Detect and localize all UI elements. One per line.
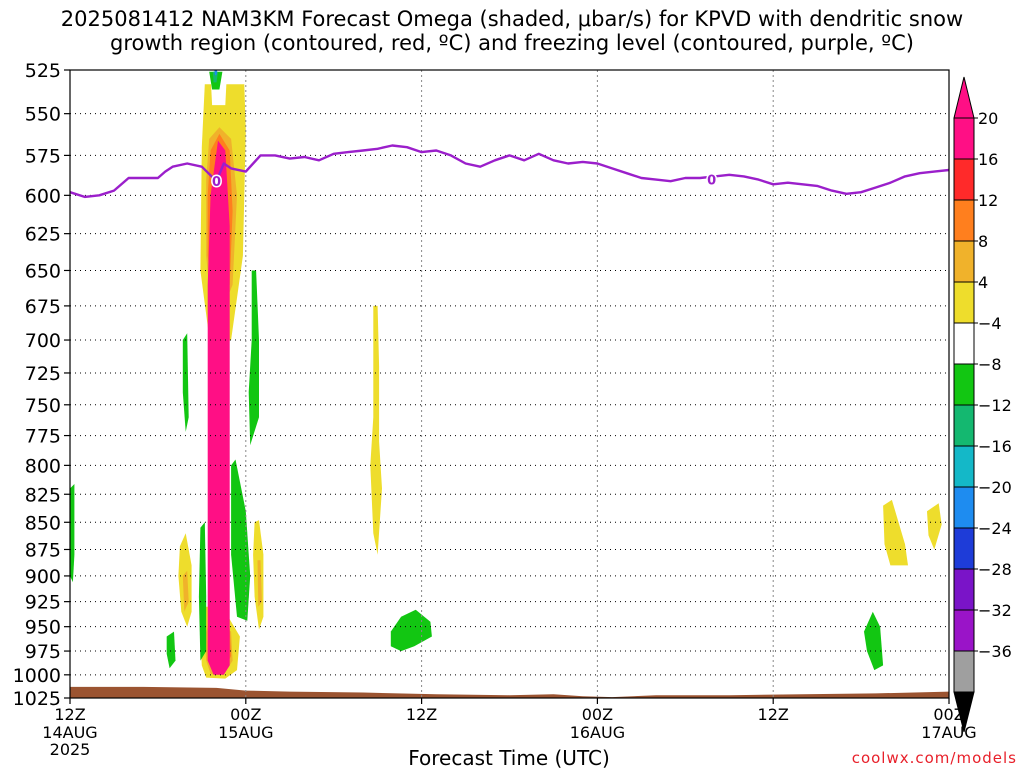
- y-tick-label: 1025: [13, 688, 61, 710]
- colorbar-label: −20: [978, 478, 1012, 497]
- y-axis: 525 550 575 600 625 650 675 700 725 750 775 800 825 8…: [13, 60, 70, 710]
- omega-region: [70, 484, 75, 583]
- omega-region: [198, 522, 207, 661]
- y-tick-label: 950: [25, 617, 61, 639]
- y-tick-label: 700: [25, 330, 61, 352]
- x-axis-title: Forecast Time (UTC): [408, 746, 610, 768]
- omega-region: [864, 611, 884, 671]
- y-tick-label: 975: [25, 641, 61, 663]
- omega-region: [207, 140, 230, 675]
- omega-region: [927, 503, 942, 550]
- colorbar-bin: [953, 281, 975, 324]
- omega-shading: [70, 70, 942, 679]
- colorbar-bin: [953, 117, 975, 160]
- y-tick-label: 625: [25, 224, 61, 246]
- x-tick-time: 00Z: [230, 705, 261, 724]
- colorbar-label: 4: [978, 273, 988, 292]
- colorbar-bin: [953, 322, 975, 365]
- colorbar: 20 16 12 8 4 −4 −8 −12 −16 −20 −24 −28 −32 −36: [953, 76, 1012, 733]
- omega-region: [257, 560, 262, 607]
- y-tick-label: 725: [25, 363, 61, 385]
- y-tick-label: 850: [25, 512, 61, 534]
- y-tick-label: 925: [25, 592, 61, 614]
- omega-region: [166, 631, 176, 669]
- omega-region: [182, 333, 189, 432]
- y-tick-label: 875: [25, 539, 61, 561]
- omega-region: [214, 70, 218, 76]
- colorbar-bin: [953, 568, 975, 611]
- omega-region: [883, 499, 908, 566]
- x-tick-date: 17AUG: [921, 723, 976, 742]
- y-tick-label: 775: [25, 426, 61, 448]
- terrain-fill: [70, 686, 949, 698]
- omega-region: [370, 305, 382, 555]
- chart-title-line2: growth region (contoured, red, ºC) and f…: [110, 31, 914, 55]
- credit-text: coolwx.com/models: [852, 749, 1017, 767]
- omega-region: [212, 71, 218, 83]
- y-tick-label: 525: [25, 60, 61, 82]
- x-tick-time: 12Z: [54, 705, 85, 724]
- colorbar-label: −32: [978, 601, 1012, 620]
- colorbar-bin: [953, 240, 975, 283]
- omega-region: [182, 570, 189, 612]
- colorbar-label: −4: [978, 314, 1002, 333]
- colorbar-label: 8: [978, 232, 988, 251]
- x-tick-time: 12Z: [758, 705, 789, 724]
- x-tick-time: 00Z: [582, 705, 613, 724]
- colorbar-bin: [953, 445, 975, 488]
- y-tick-label: 800: [25, 455, 61, 477]
- x-tick-time: 00Z: [933, 705, 964, 724]
- y-tick-label: 900: [25, 566, 61, 588]
- plot-frame: [69, 69, 950, 699]
- y-tick-label: 575: [25, 145, 61, 167]
- colorbar-bin: [953, 527, 975, 570]
- omega-region: [248, 270, 259, 446]
- x-tick-year: 2025: [50, 740, 91, 759]
- x-tick-date: 15AUG: [218, 723, 273, 742]
- y-tick-label: 600: [25, 185, 61, 207]
- colorbar-label: −24: [978, 519, 1012, 538]
- x-tick-time: 12Z: [406, 705, 437, 724]
- freezing-level-label: 0: [212, 175, 221, 190]
- colorbar-bin: [953, 158, 975, 201]
- colorbar-label: −36: [978, 642, 1012, 661]
- y-tick-label: 675: [25, 296, 61, 318]
- freezing-level-label: 0: [707, 174, 716, 189]
- colorbar-label: −28: [978, 560, 1012, 579]
- x-tick-date: 14AUG: [42, 723, 97, 742]
- freezing-level-line: [70, 144, 949, 199]
- colorbar-label: 20: [978, 109, 998, 128]
- colorbar-bin: [953, 609, 975, 652]
- y-tick-label: 750: [25, 395, 61, 417]
- colorbar-bottom-arrow: [953, 691, 975, 733]
- colorbar-label: 16: [978, 150, 998, 169]
- colorbar-label: 12: [978, 191, 998, 210]
- colorbar-label: −16: [978, 437, 1012, 456]
- colorbar-label: −12: [978, 396, 1012, 415]
- colorbar-bin: [953, 363, 975, 406]
- y-tick-label: 1000: [13, 665, 61, 687]
- colorbar-bin: [953, 199, 975, 242]
- y-tick-label: 825: [25, 484, 61, 506]
- colorbar-bin: [953, 404, 975, 447]
- colorbar-label: −8: [978, 355, 1002, 374]
- terrain: [70, 686, 949, 698]
- y-tick-label: 650: [25, 260, 61, 282]
- y-tick-label: 550: [25, 104, 61, 126]
- x-tick-date: 16AUG: [570, 723, 625, 742]
- chart-title-line1: 2025081412 NAM3KM Forecast Omega (shaded…: [60, 7, 964, 31]
- colorbar-bin: [953, 650, 975, 693]
- colorbar-bin: [953, 486, 975, 529]
- colorbar-top-arrow: [953, 76, 975, 119]
